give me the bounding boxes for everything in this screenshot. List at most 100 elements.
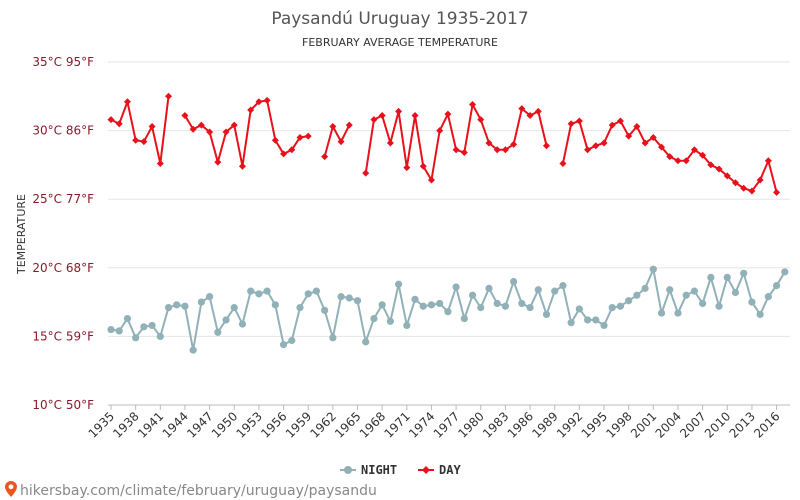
data-point: [189, 125, 197, 133]
data-point: [690, 146, 698, 154]
data-point: [740, 184, 748, 192]
legend-item-day[interactable]: DAY: [418, 463, 461, 477]
data-point: [740, 269, 748, 277]
x-tick-label: 1959: [283, 409, 314, 440]
x-tick-label: 1971: [381, 409, 412, 440]
x-tick-label: 1983: [480, 409, 511, 440]
data-point: [329, 122, 337, 130]
x-tick-label: 1986: [505, 409, 536, 440]
data-point: [214, 328, 222, 336]
data-point: [427, 176, 435, 184]
data-point: [304, 290, 312, 298]
data-point: [370, 314, 378, 323]
data-point: [731, 288, 740, 297]
data-point: [206, 128, 214, 136]
legend-marker: [422, 466, 430, 474]
y-tick-label: 30°C 86°F: [32, 124, 94, 138]
data-point: [304, 132, 312, 140]
data-point: [501, 302, 510, 310]
x-tick-label: 1968: [357, 409, 388, 440]
data-point: [164, 303, 173, 312]
x-tick-label: 1989: [529, 409, 560, 440]
data-point: [263, 96, 271, 104]
data-point: [625, 132, 633, 140]
data-point: [575, 305, 583, 313]
data-point: [452, 283, 460, 291]
y-tick-label: 15°C 59°F: [32, 329, 94, 343]
data-point: [312, 287, 321, 295]
data-point: [485, 139, 493, 147]
data-point: [345, 294, 353, 302]
data-point: [181, 112, 189, 120]
data-point: [156, 332, 164, 340]
data-point: [255, 290, 263, 298]
data-point: [493, 299, 501, 308]
x-tick-label: 1935: [86, 409, 117, 440]
data-point: [674, 309, 682, 317]
data-point: [501, 146, 509, 154]
data-point: [419, 162, 427, 170]
data-point: [616, 117, 624, 125]
data-point: [206, 293, 214, 301]
data-point: [403, 321, 411, 330]
x-tick-label: 1995: [579, 409, 610, 440]
x-tick-label: 2007: [677, 409, 708, 440]
data-point: [411, 295, 419, 303]
data-point: [370, 116, 378, 124]
data-point: [280, 150, 288, 158]
data-point: [649, 265, 657, 273]
data-point: [567, 319, 575, 327]
chart-subtitle: FEBRUARY AVERAGE TEMPERATURE: [302, 36, 498, 49]
data-point: [526, 303, 534, 312]
data-point: [107, 325, 115, 334]
data-point: [551, 287, 559, 295]
data-point: [378, 301, 386, 309]
x-tick-label: 2001: [628, 409, 659, 440]
data-point: [353, 297, 362, 305]
data-point: [115, 327, 123, 335]
data-point: [279, 341, 288, 349]
data-point: [288, 336, 296, 345]
data-point: [723, 172, 731, 180]
x-tick-label: 1953: [234, 409, 265, 440]
legend[interactable]: NIGHT DAY: [340, 463, 461, 477]
data-point: [444, 110, 452, 118]
data-point: [247, 106, 255, 114]
data-point: [156, 160, 164, 168]
data-point: [427, 301, 436, 309]
source-link[interactable]: hikersbay.com/climate/february/uruguay/p…: [20, 483, 377, 499]
data-point: [485, 284, 493, 292]
data-point: [238, 162, 246, 170]
data-point: [197, 121, 205, 129]
data-point: [657, 309, 666, 317]
data-point: [707, 273, 715, 282]
data-point: [715, 165, 723, 173]
data-point: [386, 139, 394, 147]
data-point: [222, 316, 230, 324]
legend-marker: [344, 466, 352, 474]
series-line: [110, 96, 170, 164]
data-point: [288, 146, 296, 154]
data-point: [707, 161, 715, 169]
data-point: [666, 286, 674, 294]
data-point: [542, 142, 550, 150]
legend-label: NIGHT: [361, 463, 397, 477]
data-point: [419, 302, 427, 310]
data-point: [230, 121, 238, 129]
data-point: [526, 112, 534, 120]
data-point: [584, 146, 592, 154]
data-point: [559, 282, 567, 290]
footer[interactable]: hikersbay.com/climate/february/uruguay/p…: [5, 481, 377, 499]
x-tick-label: 1992: [554, 409, 585, 440]
data-point: [460, 314, 468, 323]
data-point: [731, 179, 739, 187]
data-point: [633, 122, 641, 130]
data-point: [321, 153, 329, 161]
data-point: [469, 101, 477, 109]
x-tick-label: 2016: [751, 409, 782, 440]
data-point: [641, 139, 649, 147]
data-point: [567, 120, 575, 128]
legend-item-night[interactable]: NIGHT: [340, 463, 397, 477]
data-point: [518, 105, 526, 113]
